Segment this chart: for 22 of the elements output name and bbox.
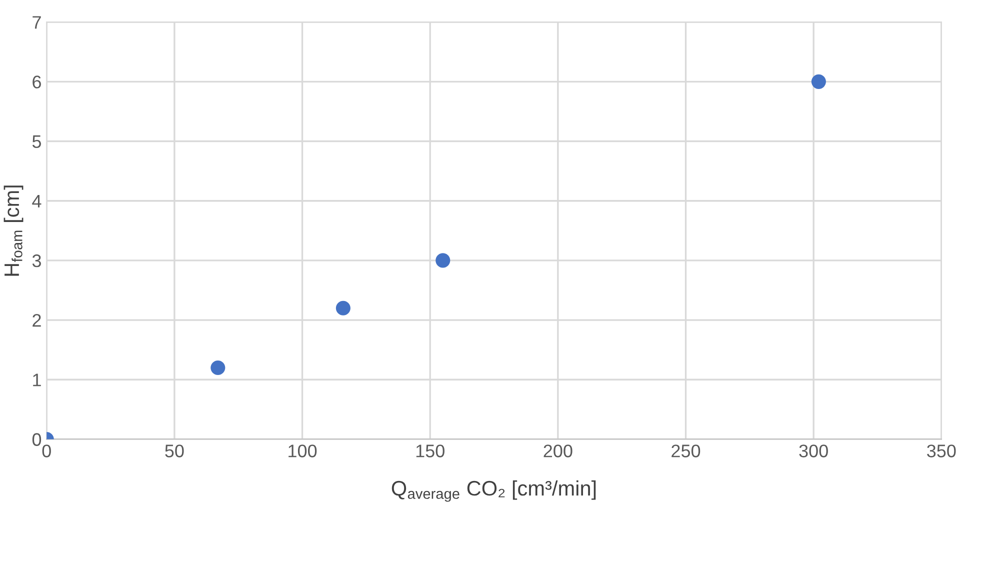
- x-tick-label: 50: [165, 444, 184, 458]
- x-axis-title: Q$_{average}$ CO₂ [cm³/min]: [392, 480, 596, 502]
- y-tick-label: 5: [32, 135, 42, 148]
- y-axis-title: H$_{foam}$ [cm]: [4, 186, 24, 276]
- x-tick-label: 250: [672, 444, 700, 458]
- y-tick-label: 7: [32, 16, 41, 29]
- point: [336, 300, 350, 316]
- point: [811, 74, 826, 89]
- point: [436, 253, 450, 268]
- y-tick-label: 4: [32, 194, 42, 208]
- x-tick-label: 150: [416, 444, 444, 458]
- x-tick-label: 0: [42, 444, 51, 458]
- y-tick-label: 0: [32, 433, 42, 446]
- x-tick-label: 350: [927, 444, 956, 458]
- x-tick-label: 200: [544, 444, 572, 458]
- x-tick-label: 100: [288, 444, 317, 458]
- y-tick-label: 1: [33, 374, 41, 386]
- y-tick-label: 6: [32, 76, 41, 88]
- y-tick-label: 3: [32, 254, 41, 268]
- x-tick-label: 300: [799, 444, 828, 458]
- y-tick-label: 2: [32, 314, 41, 327]
- point: [210, 360, 226, 376]
